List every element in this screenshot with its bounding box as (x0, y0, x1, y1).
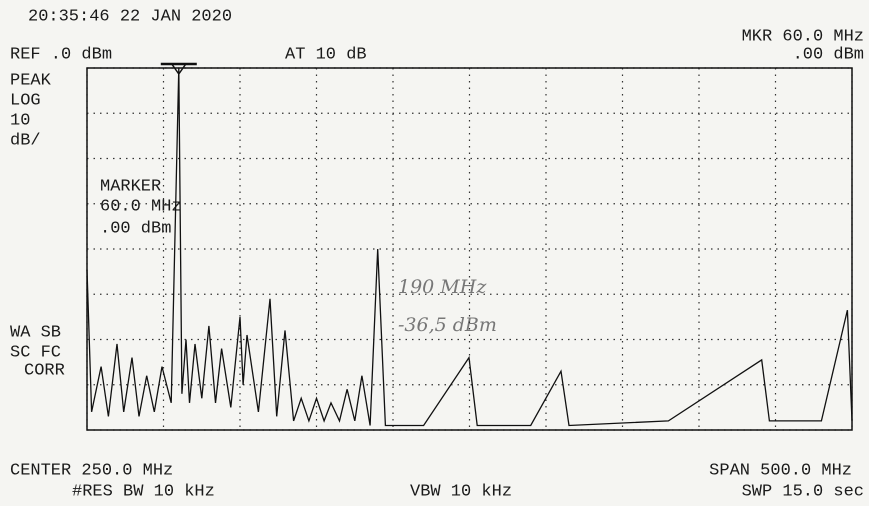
marker-level: .00 dBm (100, 219, 171, 238)
marker-triangle (170, 63, 188, 76)
timestamp: 20:35:46 22 JAN 2020 (28, 7, 232, 26)
center-freq: CENTER 250.0 MHz (10, 461, 173, 480)
scale-unit: dB/ (10, 131, 41, 150)
spectrum-trace (86, 67, 853, 427)
graticule-frame (86, 67, 853, 431)
flags: WA SB (10, 323, 61, 342)
marker-level-header: .00 dBm (793, 45, 864, 64)
flags: SC FC (10, 343, 61, 362)
span: SPAN 500.0 MHz (709, 461, 852, 480)
scale-type: LOG (10, 91, 41, 110)
marker-title: MARKER (100, 177, 161, 196)
sweep: SWP 15.0 sec (742, 482, 864, 501)
vbw: VBW 10 kHz (410, 482, 512, 501)
ref-level: REF .0 dBm (10, 45, 112, 64)
flags: CORR (24, 361, 65, 380)
handwritten-note: 190 MHz (398, 276, 487, 298)
scale-value: 10 (10, 111, 30, 130)
detector: PEAK (10, 71, 52, 90)
attenuation: AT 10 dB (285, 45, 367, 64)
handwritten-note: -36,5 dBm (398, 314, 497, 336)
marker-freq: 60.0 MHz (100, 197, 182, 216)
marker-freq-header: MKR 60.0 MHz (742, 27, 864, 46)
rbw: #RES BW 10 kHz (72, 482, 215, 501)
